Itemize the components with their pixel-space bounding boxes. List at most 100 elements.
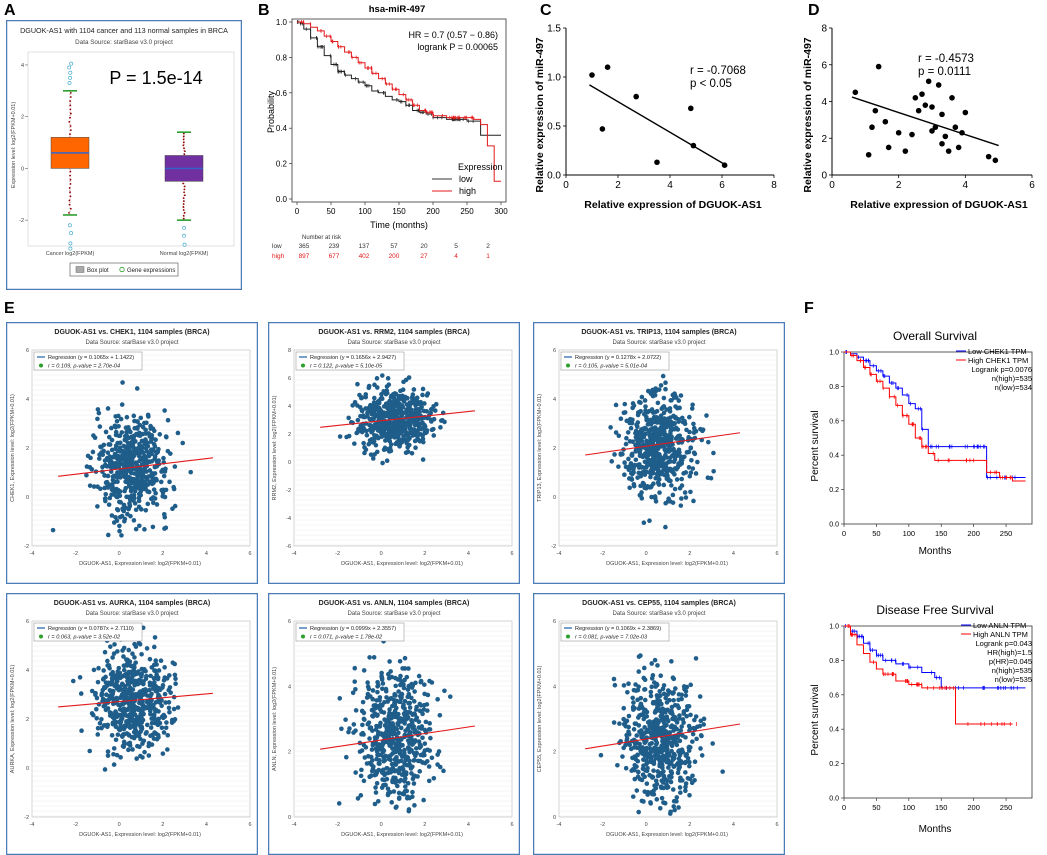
sample-point <box>678 393 684 398</box>
sample-point <box>387 404 393 409</box>
sample-point <box>660 418 666 423</box>
sample-point <box>688 682 694 688</box>
sample-point <box>621 745 626 751</box>
sample-point <box>158 479 164 485</box>
sample-point <box>117 433 123 439</box>
sample-point <box>653 778 659 784</box>
sample-point <box>166 705 172 711</box>
sample-point <box>677 751 683 757</box>
sample-point <box>370 714 376 719</box>
sample-point <box>110 714 116 720</box>
sample-point <box>652 462 658 467</box>
sample-point <box>398 388 403 394</box>
sample-point <box>139 678 144 684</box>
sample-point <box>647 459 653 464</box>
sample-point <box>150 524 156 530</box>
risk-low-value: 365 <box>299 243 310 250</box>
sample-point <box>126 747 131 753</box>
sample-point <box>402 773 407 778</box>
sample-point <box>662 747 668 753</box>
sample-point <box>677 764 682 769</box>
sample-point <box>370 437 376 442</box>
panel-e-stat-text: r = 0.071, p-value = 1.78e-02 <box>310 635 383 641</box>
sample-point <box>387 707 392 712</box>
panel-e-source: Data Source: starBase v3.0 project <box>85 340 178 346</box>
sample-point <box>669 659 674 664</box>
sample-point <box>346 729 351 735</box>
sample-point <box>350 403 355 408</box>
sample-point <box>395 677 401 682</box>
sample-point <box>127 740 133 746</box>
sample-point <box>663 758 668 763</box>
panel-e-ytick-label: -4 <box>286 516 291 522</box>
sample-point <box>396 730 401 736</box>
sample-point <box>380 373 385 378</box>
sample-point <box>626 681 631 686</box>
sample-point <box>406 666 411 671</box>
sample-point <box>629 476 634 481</box>
sample-point <box>115 479 120 485</box>
sample-point <box>640 470 646 475</box>
sample-point <box>392 708 398 714</box>
sample-point <box>639 490 644 495</box>
sample-point <box>353 770 358 775</box>
sample-point <box>690 731 696 737</box>
sample-point <box>656 387 662 392</box>
sample-point <box>407 795 412 801</box>
sample-point <box>144 699 150 705</box>
panel-a-ytick-label: 2 <box>21 115 24 121</box>
sample-point <box>414 419 420 425</box>
sample-point <box>337 696 343 701</box>
sample-point <box>439 418 444 423</box>
sample-point <box>375 682 381 688</box>
sample-point <box>130 747 135 752</box>
panel-b-risk-low-label: low <box>272 243 282 250</box>
sample-point <box>651 788 656 794</box>
regression-line <box>589 84 728 167</box>
sample-point <box>636 706 642 711</box>
panel-f-xtick-label: 0 <box>842 529 846 538</box>
panel-e-ytick-label: 6 <box>553 348 556 354</box>
regression-line <box>851 96 999 147</box>
sample-point <box>626 713 632 719</box>
sample-point <box>362 717 367 722</box>
sample-point <box>680 733 685 738</box>
panel-e-ylabel: CHEK1, Expression level: log2(FPKM+0.01) <box>10 394 16 502</box>
panel-f-ytick-label: 0.6 <box>829 418 839 425</box>
sample-point <box>126 483 132 489</box>
sample-point <box>667 409 673 414</box>
sample-point <box>144 420 149 426</box>
sample-point <box>149 435 155 441</box>
sample-point <box>638 695 644 701</box>
panel-e-xtick-label: 2 <box>161 822 164 828</box>
sample-point <box>133 477 139 483</box>
sample-point <box>409 695 414 701</box>
y-tick-label: 8 <box>821 24 827 35</box>
sample-point <box>609 459 615 464</box>
sample-point <box>89 688 95 694</box>
panel-e-xtick-label: 6 <box>510 822 513 828</box>
x-tick-label: 2 <box>615 180 621 191</box>
sample-point <box>133 733 138 739</box>
sample-point <box>137 700 142 705</box>
sample-point <box>612 682 618 688</box>
sample-point <box>116 413 121 419</box>
panel-e-xtick-label: 2 <box>423 551 426 557</box>
sample-point <box>366 383 372 389</box>
sample-point <box>418 743 424 749</box>
sample-point <box>131 663 137 668</box>
sample-point <box>435 697 440 702</box>
sample-point <box>116 687 122 693</box>
sample-point <box>377 757 382 763</box>
sample-point <box>420 439 426 445</box>
km-curve-high <box>297 21 501 182</box>
sample-point <box>149 481 155 487</box>
sample-point <box>391 391 396 397</box>
gene-expression-point <box>68 211 70 214</box>
sample-point <box>138 736 143 742</box>
sample-point <box>647 719 652 724</box>
sample-point <box>124 713 129 718</box>
gene-expression-point <box>182 200 185 202</box>
sample-point <box>667 761 672 767</box>
sample-point <box>373 790 379 795</box>
